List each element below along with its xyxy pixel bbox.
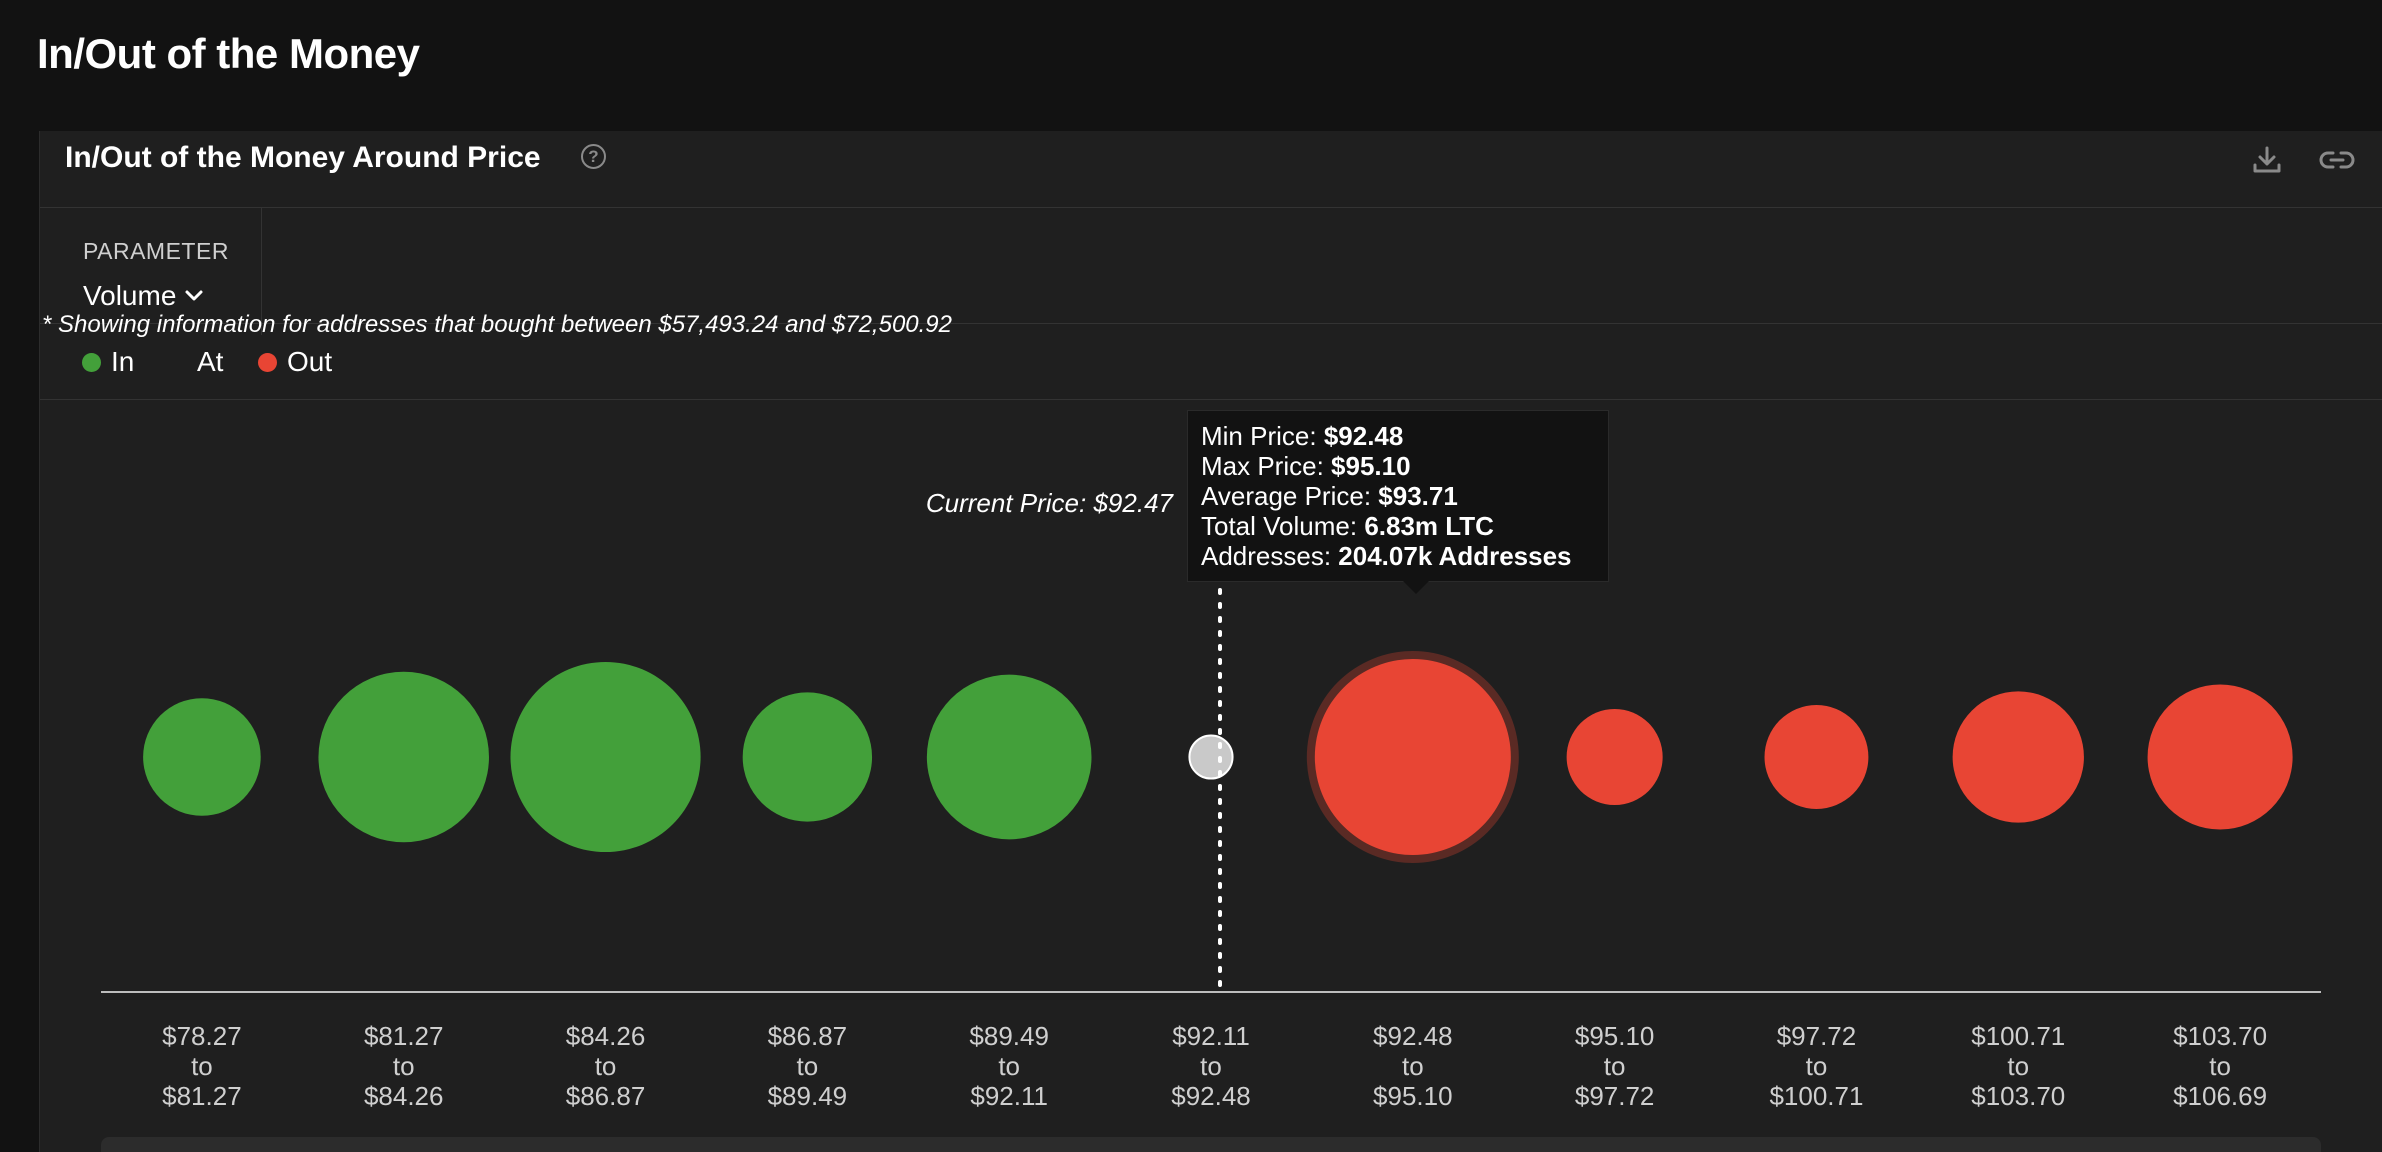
bubble-4[interactable] [926, 674, 1092, 840]
x-tick-label-4-1: to [998, 1051, 1020, 1081]
parameter-box: PARAMETER Volume [40, 208, 262, 335]
x-tick-label-2-0: $84.26 [566, 1021, 646, 1051]
bubble-1[interactable] [318, 671, 489, 843]
chart-panel: In/Out of the Money Around Price ? PARAM… [39, 131, 2382, 1152]
bubble-0[interactable] [143, 698, 261, 816]
tooltip-average-price: Average Price: $93.71 [1201, 481, 1458, 511]
x-tick-label-3-2: $89.49 [768, 1081, 848, 1111]
x-tick-label-1-2: $84.26 [364, 1081, 444, 1111]
panel-header: In/Out of the Money Around Price ? [40, 131, 2382, 208]
x-tick-label-3-1: to [797, 1051, 819, 1081]
x-tick-label-7-1: to [1604, 1051, 1626, 1081]
x-tick-label-2-2: $86.87 [566, 1081, 646, 1111]
tooltip-total-volume: Total Volume: 6.83m LTC [1201, 511, 1494, 541]
tooltip-arrow [1402, 580, 1430, 594]
bubble-2[interactable] [510, 661, 701, 853]
x-tick-label-8-0: $97.72 [1777, 1021, 1857, 1051]
bubble-6[interactable] [1314, 659, 1511, 855]
question-circle-icon[interactable]: ? [581, 144, 606, 169]
bubble-10[interactable] [2147, 684, 2293, 830]
x-tick-label-10-2: $106.69 [2173, 1081, 2267, 1111]
bubble-tooltip: Min Price: $92.48 Max Price: $95.10 Aver… [1187, 410, 1609, 582]
parameter-section: PARAMETER Volume [40, 208, 2382, 335]
x-tick-label-10-1: to [2209, 1051, 2231, 1081]
bubble-5[interactable] [1188, 734, 1234, 780]
parameter-label: PARAMETER [83, 238, 229, 264]
x-tick-label-7-2: $97.72 [1575, 1081, 1655, 1111]
legend-dot-in [82, 352, 101, 372]
x-tick-label-4-0: $89.49 [969, 1021, 1049, 1051]
chevron-down-icon [185, 290, 203, 301]
link-icon[interactable] [2318, 143, 2356, 177]
current-price-label: Current Price: $92.47 [926, 488, 1175, 518]
range-note: * Showing information for addresses that… [42, 311, 952, 338]
x-tick-label-5-0: $92.11 [1172, 1021, 1250, 1051]
x-tick-label-10-0: $103.70 [2173, 1021, 2267, 1051]
legend-label-out: Out [287, 346, 333, 377]
bubble-3[interactable] [742, 692, 873, 822]
x-tick-label-0-2: $81.27 [162, 1081, 242, 1111]
bubble-8[interactable] [1764, 705, 1869, 809]
parameter-select[interactable]: Volume [83, 280, 204, 312]
x-tick-label-2-1: to [595, 1051, 617, 1081]
horizontal-scrollbar[interactable] [101, 1137, 2321, 1152]
legend-label-in: In [111, 346, 135, 377]
x-tick-label-5-1: to [1200, 1051, 1222, 1081]
x-tick-label-3-0: $86.87 [768, 1021, 848, 1051]
legend-item-at[interactable]: At [197, 346, 223, 378]
x-tick-label-8-1: to [1806, 1051, 1828, 1081]
x-tick-label-0-1: to [191, 1051, 213, 1081]
x-tick-label-7-0: $95.10 [1575, 1021, 1655, 1051]
bubble-9[interactable] [1952, 691, 2084, 823]
legend-label-at: At [197, 346, 224, 377]
tooltip-min-price: Min Price: $92.48 [1201, 421, 1404, 451]
x-tick-label-9-0: $100.71 [1971, 1021, 2065, 1051]
x-tick-label-5-2: $92.48 [1171, 1081, 1251, 1111]
panel-title: In/Out of the Money Around Price [65, 141, 541, 174]
x-tick-label-0-0: $78.27 [162, 1021, 242, 1051]
parameter-value: Volume [83, 280, 177, 311]
legend-item-out[interactable]: Out [258, 346, 332, 378]
x-tick-label-6-2: $95.10 [1373, 1081, 1453, 1111]
legend: In At Out [40, 324, 2382, 400]
x-tick-label-9-1: to [2007, 1051, 2029, 1081]
tooltip-addresses: Addresses: 204.07k Addresses [1201, 541, 1572, 571]
x-tick-label-8-2: $100.71 [1769, 1081, 1863, 1111]
x-tick-label-9-2: $103.70 [1971, 1081, 2065, 1111]
x-tick-label-1-1: to [393, 1051, 415, 1081]
download-icon[interactable] [2250, 143, 2284, 177]
tooltip-max-price: Max Price: $95.10 [1201, 451, 1411, 481]
legend-dot-out [258, 352, 277, 372]
legend-item-in[interactable]: In [82, 346, 134, 378]
page-title: In/Out of the Money [37, 30, 420, 77]
bubble-7[interactable] [1566, 708, 1663, 806]
x-tick-label-6-0: $92.48 [1373, 1021, 1453, 1051]
x-tick-label-4-2: $92.11 [970, 1081, 1048, 1111]
x-tick-label-1-0: $81.27 [364, 1021, 444, 1051]
x-tick-label-6-1: to [1402, 1051, 1424, 1081]
